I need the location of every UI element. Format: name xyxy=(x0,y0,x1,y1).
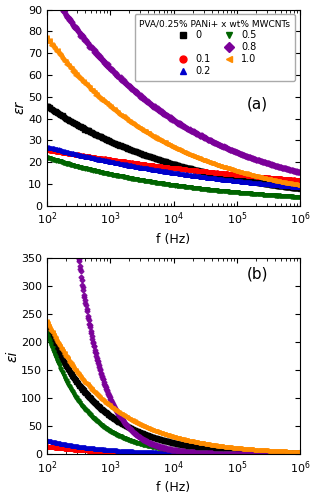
Y-axis label: εr: εr xyxy=(13,101,27,114)
Text: (a): (a) xyxy=(246,96,268,112)
Text: (b): (b) xyxy=(246,266,268,281)
X-axis label: f (Hz): f (Hz) xyxy=(156,482,191,494)
X-axis label: f (Hz): f (Hz) xyxy=(156,233,191,246)
Legend: 0, , 0.1, 0.2, 0.5, 0.8, 1.0, : 0, , 0.1, 0.2, 0.5, 0.8, 1.0, xyxy=(135,14,295,81)
Y-axis label: εi: εi xyxy=(6,350,20,362)
